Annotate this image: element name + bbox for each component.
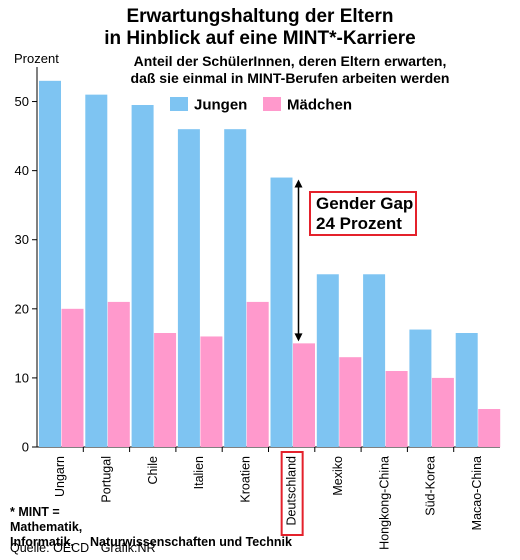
x-tick-label: Italien [192, 456, 206, 489]
gap-arrow-head-top [294, 179, 303, 188]
x-tick-label: Kroatien [238, 456, 252, 503]
gap-arrow-head-bottom [294, 333, 303, 342]
y-tick-label: 10 [15, 370, 29, 385]
bar-maedchen [385, 371, 408, 447]
source-label: Quelle: OECD [10, 541, 90, 555]
bar-maedchen [293, 343, 315, 447]
highlight-box [280, 451, 304, 536]
bar-maedchen [107, 301, 130, 447]
legend-swatch [170, 97, 188, 111]
gender-gap-line2: 24 Prozent [316, 214, 402, 233]
bar-maedchen [200, 336, 223, 447]
bar-jungen [131, 105, 154, 447]
x-tick-label: Macao-China [470, 456, 484, 530]
bar-maedchen [246, 301, 269, 447]
y-axis-label: Prozent [14, 51, 59, 66]
bar-jungen [224, 129, 247, 447]
legend-swatch [263, 97, 281, 111]
x-tick-label: Portugal [99, 456, 113, 503]
chart-title-line1: Erwartungshaltung der Eltern [126, 6, 394, 27]
bar-jungen [409, 329, 432, 447]
y-tick-label: 50 [15, 94, 29, 109]
chart-title-line2: in Hinblick auf eine MINT*-Karriere [104, 28, 416, 49]
bar-maedchen [478, 409, 501, 447]
x-tick-label: Mexiko [331, 456, 345, 496]
bar-jungen [455, 333, 478, 447]
chart-subtitle-line1: Anteil der SchülerInnen, deren Eltern er… [133, 53, 447, 69]
bar-jungen [316, 274, 339, 447]
bar-maedchen [154, 333, 177, 447]
bar-maedchen [61, 308, 84, 447]
bar-jungen [270, 177, 293, 447]
footnote-line2: Naturwissenschaften und Technik [90, 535, 292, 549]
gender-gap-annotation: Gender Gap 24 Prozent [309, 191, 417, 236]
x-tick-label: Hongkong-China [377, 456, 391, 550]
y-tick-label: 30 [15, 232, 29, 247]
footnote-line1: * MINT = Mathematik, Informatik, [10, 505, 83, 549]
bar-jungen [177, 129, 200, 447]
bar-maedchen [431, 377, 454, 447]
bar-jungen [39, 80, 61, 448]
chart-subtitle-line2: daß sie einmal in MINT-Berufen arbeiten … [130, 70, 450, 86]
legend-label: Mädchen [287, 97, 352, 114]
graphic-credit: Grafik:NR [100, 541, 156, 555]
y-tick-label: 0 [22, 440, 29, 455]
x-tick-label: Ungarn [53, 456, 67, 497]
y-tick-label: 20 [15, 301, 29, 316]
gender-gap-line1: Gender Gap [316, 194, 414, 213]
x-tick-label: Chile [146, 456, 160, 485]
x-tick-label: Deutschland [285, 456, 299, 526]
bar-maedchen [339, 357, 362, 447]
y-tick-label: 40 [15, 163, 29, 178]
bar-jungen [363, 274, 386, 447]
x-tick-label: Süd-Korea [424, 456, 438, 516]
source-line: Quelle: OECD Grafik:NR [10, 541, 164, 555]
legend-label: Jungen [194, 97, 247, 114]
bar-jungen [85, 94, 108, 448]
